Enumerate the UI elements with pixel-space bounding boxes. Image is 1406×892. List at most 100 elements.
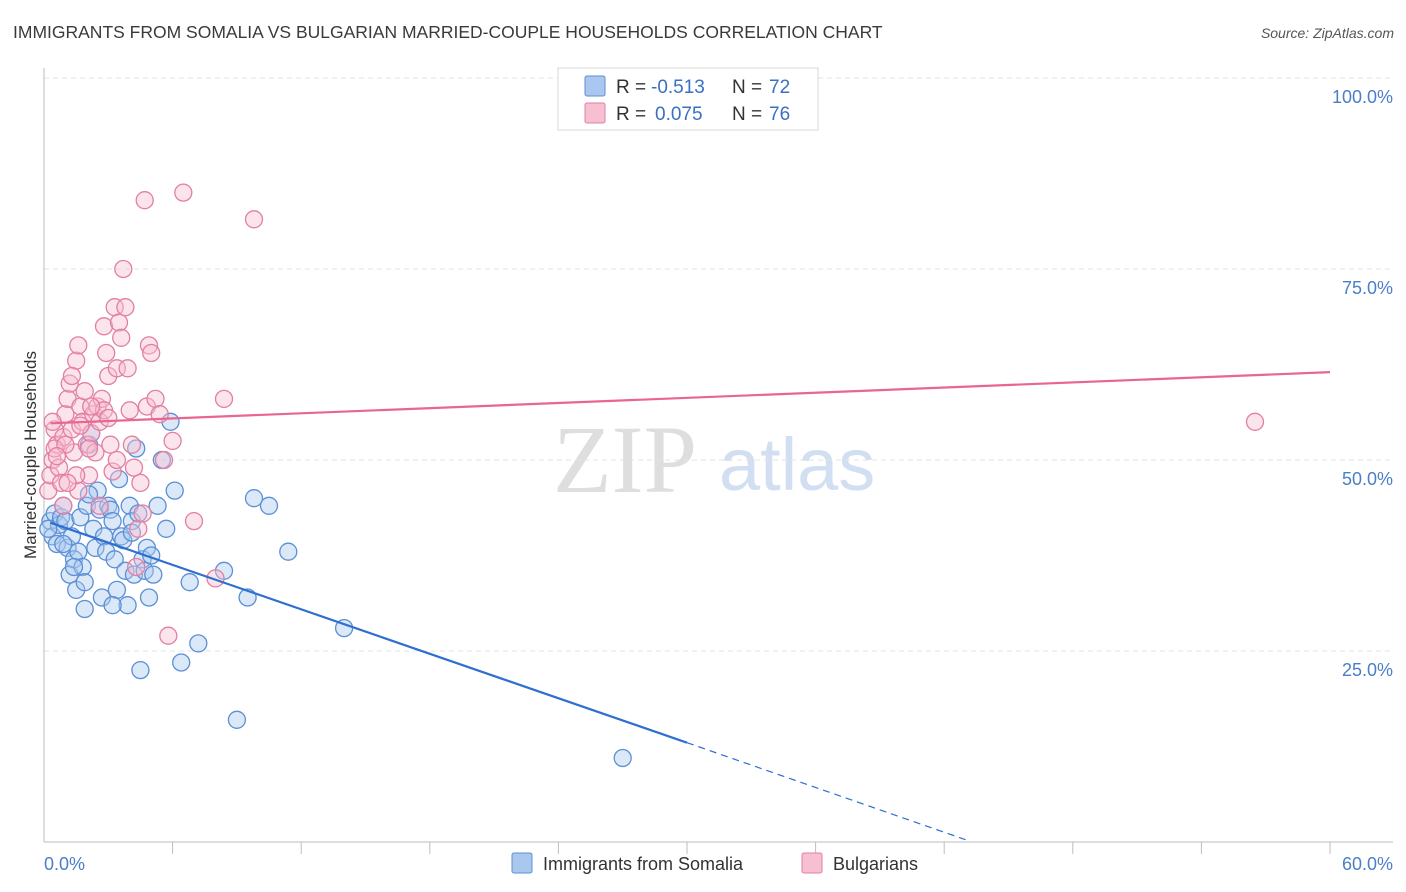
series-1-point-57 [214, 389, 234, 409]
series-0-trend-line [50, 521, 688, 744]
series-1-point-35 [114, 259, 133, 279]
series-1-point-60 [79, 439, 99, 458]
series-1-point-45 [135, 191, 154, 210]
series-legend-swatch-bulgarians [801, 852, 823, 874]
series-0-point-58 [227, 710, 247, 729]
series-0-point-62 [279, 542, 298, 561]
series-0-point-35 [116, 561, 135, 580]
series-1-point-19 [79, 466, 99, 485]
series-0-point-66 [64, 557, 84, 577]
y-tick-label-3: 25.0% [1342, 660, 1393, 680]
series-0-point-13 [69, 542, 88, 561]
series-0-point-64 [613, 748, 632, 768]
series-1-point-73 [58, 473, 77, 493]
series-1-point-71 [82, 397, 101, 416]
series-1-point-65 [43, 412, 62, 431]
legend-n-value-bulgarians: 76 [769, 104, 790, 125]
series-1-point-75 [99, 408, 118, 428]
series-0-point-67 [79, 485, 99, 504]
series-1-point-37 [118, 359, 137, 378]
x-axis-ticks [172, 842, 1331, 854]
series-0-point-55 [180, 573, 199, 592]
legend-r-value-somalia: -0.513 [651, 77, 705, 98]
legend-r-label-somalia: R = [616, 77, 646, 98]
y-tick-label-0: 100.0% [1332, 87, 1393, 107]
series-0-point-36 [118, 596, 137, 615]
series-0-point-51 [157, 519, 176, 538]
series-0-point-23 [90, 500, 109, 519]
legend-r-value-bulgarians: 0.075 [655, 104, 703, 125]
series-legend: Immigrants from Somalia Bulgarians [511, 852, 918, 874]
series-0-point-22 [88, 481, 107, 500]
series-0-point-46 [139, 588, 159, 607]
y-axis-label: Married-couple Households [21, 351, 40, 559]
series-1-point-62 [62, 366, 82, 386]
legend-n-value-somalia: 72 [769, 77, 790, 98]
series-1-point-14 [69, 336, 88, 355]
series-0-trend-extension [686, 742, 966, 841]
x-tick-label-max: 60.0% [1342, 854, 1393, 874]
series-1-point-38 [120, 401, 139, 420]
series-legend-swatch-somalia [511, 852, 533, 874]
series-0-point-29 [103, 511, 122, 531]
trend-lines [50, 371, 1331, 841]
series-1-point-33 [109, 313, 129, 332]
series-1-point-58 [244, 210, 264, 229]
series-1-point-39 [122, 435, 142, 454]
series-1-point-34 [112, 328, 131, 347]
series-0-point-60 [244, 489, 264, 508]
series-1-point-63 [54, 496, 73, 515]
series-1-point-30 [103, 462, 122, 481]
series-1-point-42 [129, 519, 148, 538]
y-tick-labels: 100.0% 75.0% 50.0% 25.0% [1332, 87, 1393, 680]
series-0-point-14 [71, 508, 90, 527]
series-1-point-74 [1245, 412, 1265, 431]
series-0-point-65 [103, 596, 122, 615]
series-0-point-49 [148, 496, 167, 515]
series-1-point-44 [133, 504, 152, 523]
chart-source: Source: ZipAtlas.com [1261, 25, 1394, 41]
series-1-point-6 [51, 473, 71, 493]
legend-swatch-bulgarians [584, 102, 606, 124]
y-tick-label-2: 50.0% [1342, 469, 1393, 489]
series-0-point-48 [144, 565, 163, 584]
series-0-point-68 [75, 599, 94, 619]
series-1-point-56 [206, 569, 225, 588]
series-1-point-29 [101, 435, 120, 454]
series-0-point-30 [105, 550, 124, 569]
series-1-point-27 [97, 343, 116, 363]
series-1-point-26 [94, 317, 114, 336]
y-tick-label-1: 75.0% [1342, 278, 1393, 298]
series-1-points [39, 183, 1265, 645]
series-1-point-72 [47, 447, 67, 466]
series-1-point-40 [124, 458, 144, 477]
series-0-point-42 [131, 660, 150, 680]
series-1-point-43 [131, 473, 150, 493]
series-0-point-53 [165, 481, 184, 500]
chart-title: IMMIGRANTS FROM SOMALIA VS BULGARIAN MAR… [13, 22, 883, 42]
series-1-point-53 [163, 431, 182, 451]
series-0-point-31 [107, 580, 127, 600]
legend-r-label-bulgarians: R = [616, 104, 646, 125]
series-0-point-70 [39, 519, 58, 538]
series-1-point-55 [184, 511, 204, 531]
scatter-points [39, 183, 1265, 768]
series-0-point-54 [172, 653, 191, 672]
series-1-point-41 [127, 557, 146, 577]
series-legend-label-bulgarians: Bulgarians [833, 854, 918, 874]
watermark: ZIP atlas [553, 406, 875, 513]
legend-n-label-bulgarians: N = [732, 104, 762, 125]
x-tick-label-min: 0.0% [44, 854, 85, 874]
series-1-point-54 [174, 183, 193, 202]
series-0-point-41 [129, 504, 148, 523]
legend-swatch-somalia [584, 75, 606, 97]
series-0-points [39, 412, 632, 768]
series-1-point-17 [75, 382, 94, 401]
series-1-point-48 [142, 343, 161, 363]
series-1-point-51 [154, 450, 174, 470]
watermark-atlas: atlas [719, 423, 875, 506]
series-1-point-67 [71, 416, 90, 435]
series-0-point-3 [47, 534, 67, 554]
series-0-point-28 [101, 500, 120, 519]
